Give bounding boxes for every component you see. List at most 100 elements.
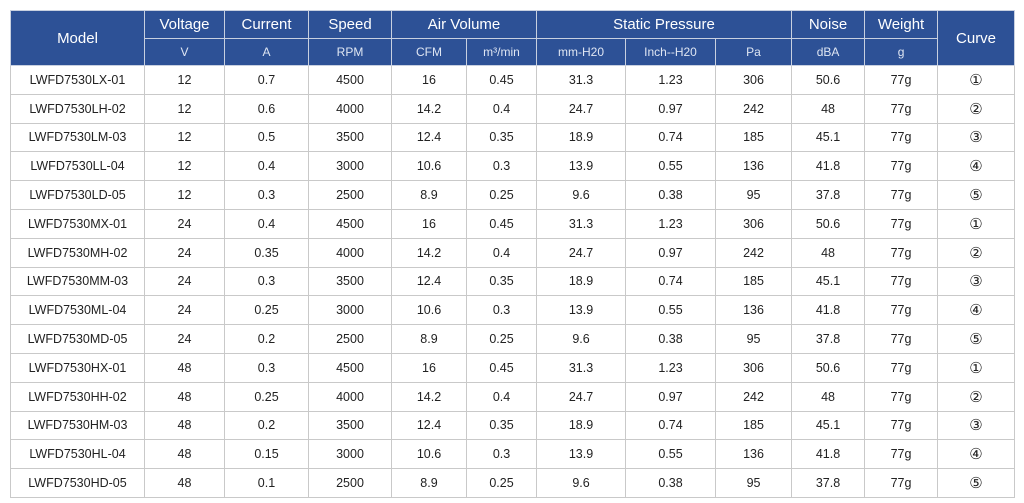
cell-weight: 77g: [864, 237, 939, 268]
cell-m3min: 0.4: [465, 381, 538, 412]
header-model: Model: [10, 10, 145, 66]
cell-cfm: 12.4: [391, 122, 467, 153]
cell-voltage: 48: [144, 439, 225, 470]
table-row: LWFD7530HH-02 48 0.25 4000 14.2 0.4 24.7 0.97 24…: [10, 381, 1016, 412]
cell-noise: 41.8: [791, 295, 866, 326]
unit-row: V A RPM CFM m³/min mm-H20 Inch--H20 Pa d…: [11, 38, 1015, 66]
cell-pa: 185: [715, 410, 793, 441]
cell-speed: 3000: [308, 151, 392, 182]
unit-current: A: [224, 38, 309, 66]
cell-voltage: 24: [144, 324, 225, 354]
cell-noise: 37.8: [791, 468, 866, 498]
cell-inchh2o: 0.55: [625, 151, 717, 182]
cell-voltage: 48: [144, 381, 225, 412]
cell-curve: ③: [937, 122, 1016, 153]
fan-spec-table: Model Voltage Current Speed Air Volume S…: [10, 10, 1016, 498]
cell-m3min: 0.3: [465, 151, 538, 182]
cell-pa: 95: [715, 324, 793, 354]
cell-m3min: 0.25: [465, 468, 538, 498]
cell-voltage: 24: [144, 266, 225, 297]
cell-m3min: 0.45: [465, 208, 538, 239]
table-row: LWFD7530MM-03 24 0.3 3500 12.4 0.35 18.9 0.74 18…: [10, 266, 1016, 297]
cell-noise: 50.6: [791, 208, 866, 239]
table-row: LWFD7530MH-02 24 0.35 4000 14.2 0.4 24.7 0.97 24…: [10, 237, 1016, 268]
cell-weight: 77g: [864, 381, 939, 412]
cell-curve: ①: [937, 352, 1016, 383]
cell-curve: ①: [937, 208, 1016, 239]
cell-model: LWFD7530HH-02: [10, 381, 145, 412]
cell-current: 0.2: [224, 410, 309, 441]
cell-mmh2o: 18.9: [536, 410, 627, 441]
cell-pa: 185: [715, 266, 793, 297]
cell-current: 0.1: [224, 468, 309, 498]
cell-weight: 77g: [864, 122, 939, 153]
cell-mmh2o: 31.3: [536, 65, 627, 95]
cell-m3min: 0.35: [465, 266, 538, 297]
cell-voltage: 24: [144, 208, 225, 239]
cell-weight: 77g: [864, 208, 939, 239]
cell-current: 0.25: [224, 381, 309, 412]
cell-model: LWFD7530HD-05: [10, 468, 145, 498]
cell-mmh2o: 31.3: [536, 208, 627, 239]
unit-speed: RPM: [308, 38, 392, 66]
spec-table-container: Model Voltage Current Speed Air Volume S…: [10, 10, 1016, 498]
cell-inchh2o: 0.55: [625, 295, 717, 326]
cell-curve: ⑤: [937, 468, 1016, 498]
cell-mmh2o: 18.9: [536, 266, 627, 297]
cell-speed: 3500: [308, 122, 392, 153]
table-row: LWFD7530HL-04 48 0.15 3000 10.6 0.3 13.9 0.55 13…: [10, 439, 1016, 470]
cell-m3min: 0.3: [465, 295, 538, 326]
cell-mmh2o: 9.6: [536, 324, 627, 354]
header-curve: Curve: [937, 10, 1016, 66]
table-row: LWFD7530LD-05 12 0.3 2500 8.9 0.25 9.6 0.38 95 37…: [10, 180, 1016, 210]
cell-speed: 2500: [308, 468, 392, 498]
cell-curve: ③: [937, 266, 1016, 297]
cell-inchh2o: 0.74: [625, 266, 717, 297]
cell-cfm: 8.9: [391, 180, 467, 210]
cell-current: 0.35: [224, 237, 309, 268]
table-row: LWFD7530LM-03 12 0.5 3500 12.4 0.35 18.9 0.74 18…: [10, 122, 1016, 153]
cell-curve: ②: [937, 381, 1016, 412]
cell-m3min: 0.25: [465, 180, 538, 210]
table-row: LWFD7530HD-05 48 0.1 2500 8.9 0.25 9.6 0.38 95 37…: [10, 468, 1016, 498]
cell-voltage: 48: [144, 468, 225, 498]
cell-mmh2o: 18.9: [536, 122, 627, 153]
cell-cfm: 10.6: [391, 439, 467, 470]
cell-pa: 136: [715, 151, 793, 182]
unit-inchh2o: Inch--H20: [625, 38, 717, 66]
cell-speed: 4000: [308, 381, 392, 412]
cell-weight: 77g: [864, 180, 939, 210]
cell-m3min: 0.4: [465, 237, 538, 268]
cell-current: 0.7: [224, 65, 309, 95]
cell-noise: 45.1: [791, 122, 866, 153]
cell-cfm: 16: [391, 352, 467, 383]
cell-cfm: 10.6: [391, 151, 467, 182]
cell-curve: ⑤: [937, 180, 1016, 210]
cell-inchh2o: 0.97: [625, 237, 717, 268]
cell-noise: 50.6: [791, 65, 866, 95]
cell-pa: 306: [715, 208, 793, 239]
cell-model: LWFD7530LD-05: [10, 180, 145, 210]
cell-pa: 136: [715, 295, 793, 326]
cell-noise: 41.8: [791, 151, 866, 182]
cell-m3min: 0.3: [465, 439, 538, 470]
cell-current: 0.2: [224, 324, 309, 354]
cell-speed: 2500: [308, 180, 392, 210]
unit-noise: dBA: [791, 38, 866, 66]
cell-inchh2o: 1.23: [625, 65, 717, 95]
cell-noise: 48: [791, 381, 866, 412]
cell-inchh2o: 0.38: [625, 324, 717, 354]
table-row: LWFD7530ML-04 24 0.25 3000 10.6 0.3 13.9 0.55 13…: [10, 295, 1016, 326]
header-speed: Speed: [308, 10, 392, 39]
cell-noise: 45.1: [791, 266, 866, 297]
cell-speed: 2500: [308, 324, 392, 354]
cell-voltage: 24: [144, 295, 225, 326]
cell-current: 0.15: [224, 439, 309, 470]
cell-voltage: 12: [144, 93, 225, 124]
cell-curve: ⑤: [937, 324, 1016, 354]
cell-cfm: 12.4: [391, 410, 467, 441]
cell-current: 0.25: [224, 295, 309, 326]
cell-model: LWFD7530MX-01: [10, 208, 145, 239]
cell-voltage: 24: [144, 237, 225, 268]
header-weight: Weight: [864, 10, 939, 39]
